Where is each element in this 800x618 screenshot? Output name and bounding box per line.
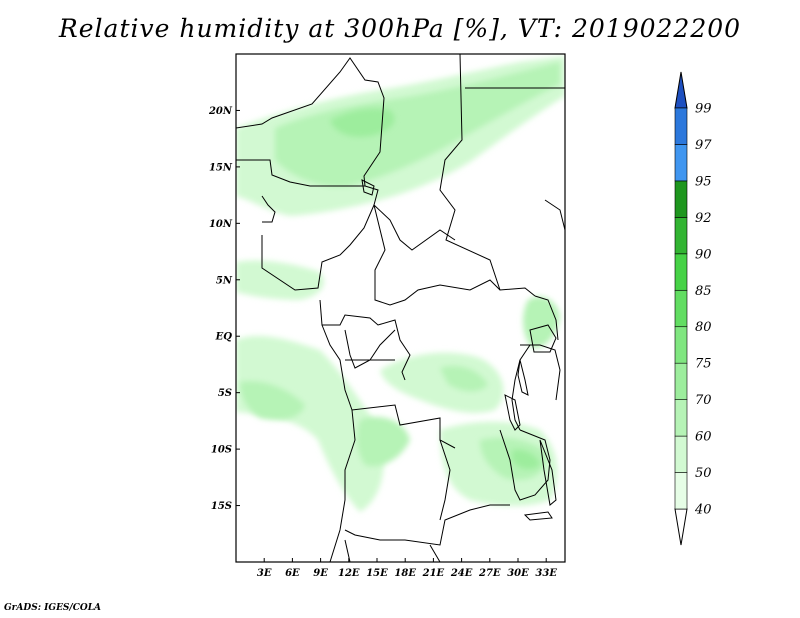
border-line	[373, 204, 501, 306]
lake-outline	[523, 511, 553, 521]
lake-outline	[361, 179, 375, 196]
colorbar-segment	[674, 326, 688, 364]
humidity-field	[236, 56, 565, 512]
border-line	[261, 195, 276, 223]
humidity-region-north-peak	[330, 108, 395, 137]
colorbar-segment	[674, 144, 688, 182]
humidity-region-north-core	[275, 62, 560, 187]
longitude-axis: 3E 6E 9E 12E 15E 18E 21E 24E 27E 30E 33E	[257, 558, 557, 579]
lon-tick-label: 24E	[450, 568, 473, 579]
colorbar-level-label: 92	[695, 211, 712, 226]
colorbar-level-label: 75	[695, 357, 712, 372]
lake-outline	[539, 439, 557, 506]
lon-tick-label: 6E	[285, 568, 300, 579]
colorbar-high-triangle	[674, 71, 688, 109]
colorbar-level-label: 40	[694, 503, 712, 518]
lon-tick-label: 33E	[535, 568, 557, 579]
lat-tick-label: EQ	[215, 332, 233, 343]
colorbar-segment	[674, 472, 688, 510]
colorbar-level-label: 60	[695, 430, 712, 445]
border-line	[439, 439, 451, 521]
lake-outline	[529, 324, 557, 353]
colorbar-level-label: 97	[695, 138, 712, 153]
lon-tick-label: 15E	[366, 568, 388, 579]
lat-tick-label: 10N	[209, 219, 233, 230]
colorbar-segment	[674, 289, 688, 328]
latitude-axis: 20N 15N 10N 5N EQ 5S 10S 15S	[208, 106, 240, 512]
border-line	[344, 504, 510, 546]
colorbar-level-label: 99	[695, 102, 712, 117]
colorbar-segment	[674, 217, 688, 255]
border-line	[236, 57, 385, 206]
map-frame	[235, 53, 566, 563]
border-line	[261, 204, 456, 291]
border-line	[429, 544, 441, 562]
lat-tick-label: 5N	[216, 275, 233, 286]
lat-tick-label: 20N	[208, 106, 233, 117]
border-line	[439, 54, 536, 297]
lon-tick-label: 3E	[257, 568, 272, 579]
grads-credit: GrADS: IGES/COLA	[4, 603, 102, 613]
colorbar-segment	[674, 435, 688, 473]
colorbar-segment	[674, 399, 688, 437]
humidity-region-central	[380, 352, 504, 413]
lon-tick-label: 30E	[507, 568, 529, 579]
lon-tick-label: 21E	[422, 568, 445, 579]
humidity-region-central-core	[440, 365, 488, 392]
lon-tick-label: 18E	[394, 568, 416, 579]
lat-tick-label: 5S	[218, 388, 232, 399]
border-line	[344, 329, 396, 369]
humidity-region-zambia-peak	[512, 449, 540, 470]
colorbar-segment	[674, 253, 688, 291]
border-line	[534, 295, 559, 341]
humidity-region-lakes	[523, 296, 560, 349]
lat-tick-label: 15S	[211, 501, 232, 512]
lake-outline	[504, 394, 521, 431]
colorbar: 40 50 60 70 75 80 85 90 92 95 97 99	[674, 71, 712, 546]
border-line	[236, 159, 365, 187]
country-borders	[236, 54, 565, 562]
lon-tick-label: 9E	[313, 568, 328, 579]
colorbar-level-label: 70	[695, 393, 712, 408]
lat-tick-label: 15N	[209, 162, 233, 173]
humidity-region-angola-core	[240, 381, 305, 420]
humidity-region-plateau	[357, 416, 410, 467]
border-line	[511, 344, 531, 431]
colorbar-segment	[674, 180, 688, 218]
colorbar-low-triangle	[674, 508, 688, 546]
colorbar-level-label: 80	[695, 320, 712, 335]
lake-outline	[517, 359, 529, 396]
border-line	[319, 299, 411, 381]
lon-tick-label: 12E	[338, 568, 360, 579]
border-line	[544, 199, 565, 231]
map-plot-area	[235, 53, 566, 563]
border-line	[329, 409, 356, 562]
humidity-region-angola	[236, 335, 384, 512]
colorbar-level-label: 85	[695, 284, 712, 299]
plot-title: Relative humidity at 300hPa [%], VT: 201…	[58, 14, 742, 43]
colorbar-segment	[674, 362, 688, 400]
lon-tick-label: 27E	[478, 568, 501, 579]
lake-outlines	[361, 179, 557, 521]
border-line	[499, 429, 551, 501]
border-line	[321, 324, 456, 449]
colorbar-segment	[674, 107, 688, 145]
lat-tick-label: 10S	[211, 445, 232, 456]
colorbar-level-label: 50	[695, 466, 712, 481]
border-line	[520, 344, 561, 401]
colorbar-level-label: 90	[695, 247, 712, 262]
colorbar-level-label: 95	[695, 174, 712, 189]
